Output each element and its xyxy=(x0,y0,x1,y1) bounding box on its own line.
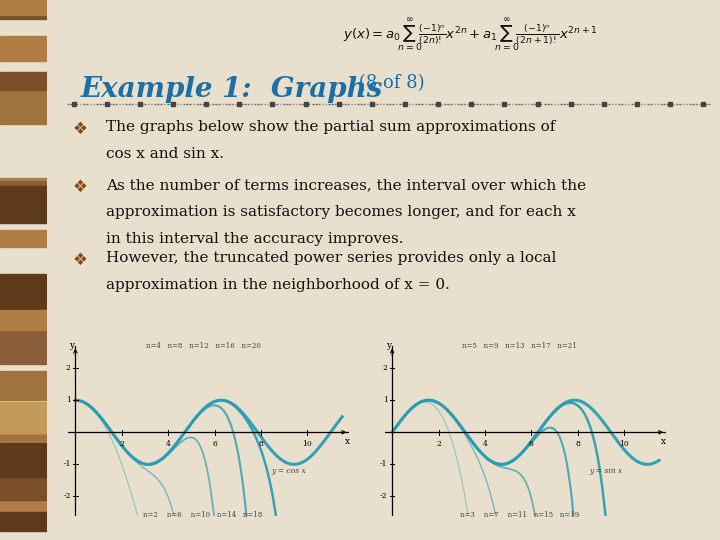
Bar xyxy=(0,274,47,297)
Text: 1: 1 xyxy=(66,396,71,404)
Text: n=3    n=7    n=11   n=15   n=19: n=3 n=7 n=11 n=15 n=19 xyxy=(460,511,580,519)
Bar xyxy=(0,462,47,500)
Bar xyxy=(0,185,47,215)
Text: n=4   n=8   n=12   n=16   n=20: n=4 n=8 n=12 n=16 n=20 xyxy=(145,342,261,350)
Text: n=5   n=9   n=13   n=17   n=21: n=5 n=9 n=13 n=17 n=21 xyxy=(462,342,577,350)
Text: 4: 4 xyxy=(482,440,487,448)
Bar xyxy=(0,346,47,361)
Bar xyxy=(0,443,47,477)
Text: x: x xyxy=(662,437,667,447)
Bar xyxy=(0,36,47,61)
Text: 2: 2 xyxy=(66,364,71,372)
Text: 2: 2 xyxy=(382,364,387,372)
Bar xyxy=(0,178,47,207)
Text: 10: 10 xyxy=(619,440,629,448)
Bar xyxy=(0,310,47,330)
Text: n=2    n=6    n=10   n=14   n=18: n=2 n=6 n=10 n=14 n=18 xyxy=(143,511,263,519)
Text: 2: 2 xyxy=(436,440,441,448)
Text: 4: 4 xyxy=(166,440,171,448)
Bar xyxy=(0,370,47,400)
Bar xyxy=(0,91,47,119)
Text: However, the truncated power series provides only a local: However, the truncated power series prov… xyxy=(106,251,557,265)
Bar xyxy=(0,406,47,432)
Bar xyxy=(0,286,47,302)
Text: approximation in the neighborhood of x = 0.: approximation in the neighborhood of x =… xyxy=(106,278,450,292)
Text: approximation is satisfactory becomes longer, and for each x: approximation is satisfactory becomes lo… xyxy=(106,205,576,219)
Text: $y(x) = a_0\!\sum_{n=0}^{\infty}\!\frac{(-1)^n}{(2n)!}x^{2n} + a_1\!\sum_{n=0}^{: $y(x) = a_0\!\sum_{n=0}^{\infty}\!\frac{… xyxy=(343,16,598,53)
Text: y = cos x: y = cos x xyxy=(271,467,306,475)
Text: ❖: ❖ xyxy=(73,120,87,138)
Bar xyxy=(0,419,47,433)
Bar xyxy=(0,0,47,18)
Text: 6: 6 xyxy=(212,440,217,448)
Text: y: y xyxy=(386,341,391,350)
Bar xyxy=(0,333,47,365)
Text: cos x and sin x.: cos x and sin x. xyxy=(106,147,224,161)
Bar xyxy=(0,420,47,434)
Bar xyxy=(0,283,47,297)
Bar xyxy=(0,318,47,342)
Bar xyxy=(0,286,47,307)
Text: As the number of terms increases, the interval over which the: As the number of terms increases, the in… xyxy=(106,178,586,192)
Bar xyxy=(0,0,47,15)
Bar xyxy=(0,403,47,440)
Bar xyxy=(0,181,47,217)
Bar xyxy=(0,292,47,310)
Text: y = sin x: y = sin x xyxy=(589,467,622,475)
Bar xyxy=(0,301,47,338)
Bar xyxy=(0,512,47,531)
Text: Example 1:  Graphs: Example 1: Graphs xyxy=(81,76,383,103)
Text: x: x xyxy=(345,437,350,447)
Text: ❖: ❖ xyxy=(73,251,87,269)
Bar xyxy=(0,487,47,515)
Bar xyxy=(0,441,47,456)
Bar xyxy=(0,108,47,124)
Bar xyxy=(0,407,47,426)
Text: 6: 6 xyxy=(529,440,534,448)
Text: y: y xyxy=(69,341,74,350)
Bar xyxy=(0,72,47,90)
Bar xyxy=(0,478,47,510)
Bar xyxy=(0,230,47,247)
Text: 10: 10 xyxy=(302,440,312,448)
Text: ❖: ❖ xyxy=(73,178,87,196)
Bar xyxy=(0,309,47,324)
Text: -2: -2 xyxy=(380,492,387,501)
Text: 2: 2 xyxy=(120,440,125,448)
Bar xyxy=(0,186,47,223)
Text: (8 of 8): (8 of 8) xyxy=(353,75,425,92)
Text: in this interval the accuracy improves.: in this interval the accuracy improves. xyxy=(106,232,403,246)
Bar xyxy=(0,402,47,433)
Text: 8: 8 xyxy=(575,440,580,448)
Text: 8: 8 xyxy=(258,440,264,448)
Text: -1: -1 xyxy=(380,460,387,468)
Text: -1: -1 xyxy=(63,460,71,468)
Text: -2: -2 xyxy=(63,492,71,501)
Text: 1: 1 xyxy=(382,396,387,404)
Text: The graphs below show the partial sum approximations of: The graphs below show the partial sum ap… xyxy=(106,120,555,134)
